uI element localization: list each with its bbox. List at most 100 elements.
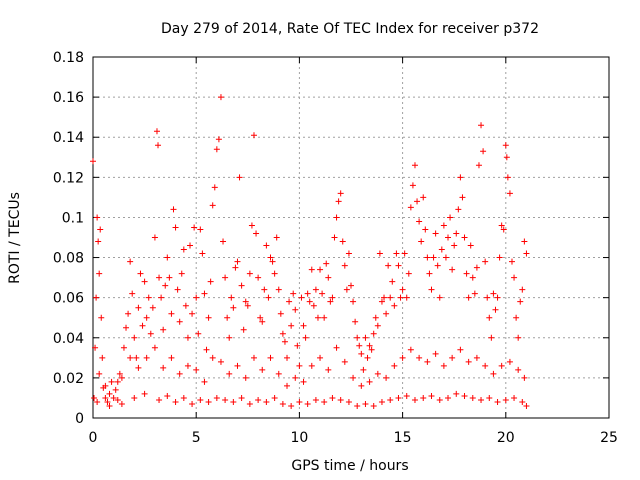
data-point [339,238,346,245]
data-point [131,334,138,341]
data-point [370,330,377,337]
data-point [453,230,460,237]
data-point [515,334,522,341]
data-point [370,402,377,409]
data-point [409,182,416,189]
data-point [195,330,202,337]
data-point [234,362,241,369]
data-point [488,334,495,341]
data-point [123,324,130,331]
data-point [213,394,220,401]
data-point [385,262,392,269]
data-point [306,298,313,305]
x-tick-label: 5 [192,430,201,446]
data-point [407,204,414,211]
data-point [248,222,255,229]
data-point [511,394,518,401]
y-tick-label: 0.04 [53,331,84,347]
data-point [102,394,109,401]
data-point [403,392,410,399]
x-tick-label: 20 [497,430,515,446]
data-point [90,158,96,165]
data-point [411,396,418,403]
data-point [300,378,307,385]
data-point [240,326,247,333]
data-point [407,346,414,353]
data-point [279,330,286,337]
data-point [424,254,431,261]
data-point [486,394,493,401]
data-point [106,402,113,409]
data-point [471,290,478,297]
y-tick-label: 0 [75,411,84,427]
data-point [180,394,187,401]
data-point [312,286,319,293]
data-point [222,274,229,281]
data-point [298,294,305,301]
data-point [174,286,181,293]
data-point [341,358,348,365]
data-point [517,298,524,305]
data-point [325,274,332,281]
data-point [352,318,359,325]
data-point [137,270,144,277]
data-point [164,392,171,399]
y-axis-title: ROTI / TECUs [7,192,23,284]
data-point [383,310,390,317]
data-point [263,242,270,249]
data-point [467,242,474,249]
data-point [354,334,361,341]
data-point [436,294,443,301]
data-point [139,322,146,329]
data-point [151,344,158,351]
data-point [279,400,286,407]
data-point [465,294,472,301]
data-point [172,398,179,405]
data-point [321,314,328,321]
data-point [102,382,109,389]
data-point [273,234,280,241]
data-point [325,366,332,373]
data-point [203,346,210,353]
data-point [486,314,493,321]
data-point [364,354,371,361]
data-point [438,246,445,253]
data-point [405,270,412,277]
data-point [500,226,507,233]
data-point [393,250,400,257]
data-point [191,224,198,231]
data-point [374,370,381,377]
data-point [521,374,528,381]
data-point [473,264,480,271]
data-point [399,354,406,361]
data-point [461,234,468,241]
data-point [482,258,489,265]
data-point [432,350,439,357]
data-point [475,162,482,169]
data-point [108,378,115,385]
data-point [246,270,253,277]
data-point [187,242,194,249]
data-point [314,314,321,321]
data-point [480,148,487,155]
data-point [184,334,191,341]
data-point [329,394,336,401]
data-point [416,354,423,361]
data-point [224,314,231,321]
data-point [94,398,101,405]
data-point [424,358,431,365]
data-point [345,398,352,405]
x-axis-title: GPS time / hours [291,458,408,474]
data-point [354,402,361,409]
data-point [259,318,266,325]
data-point [368,346,375,353]
data-point [378,298,385,305]
data-point [232,264,239,271]
data-point [496,254,503,261]
data-point [213,146,220,153]
data-point [284,382,291,389]
data-point [290,290,297,297]
data-point [116,370,123,377]
data-point [432,230,439,237]
data-point [506,190,513,197]
